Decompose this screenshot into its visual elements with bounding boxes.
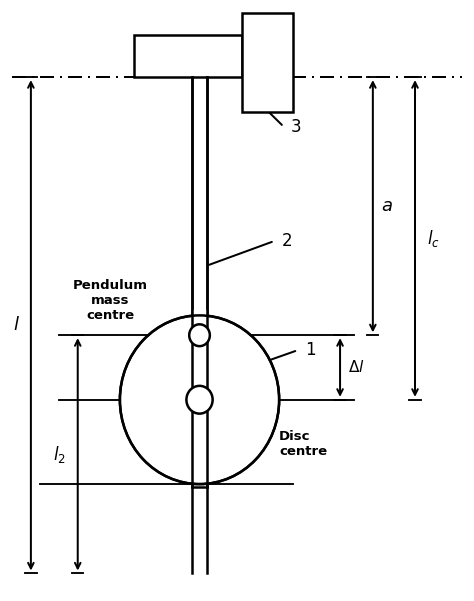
Circle shape — [120, 316, 279, 484]
Bar — [242, 13, 293, 112]
Text: 1: 1 — [305, 341, 316, 359]
Bar — [192, 311, 207, 400]
Text: $l_2$: $l_2$ — [53, 444, 65, 465]
Text: 3: 3 — [291, 118, 301, 136]
Text: $l_c$: $l_c$ — [428, 228, 440, 249]
Text: $l$: $l$ — [13, 316, 20, 334]
Text: Pendulum
mass
centre: Pendulum mass centre — [73, 279, 148, 322]
Text: 2: 2 — [282, 232, 292, 250]
Bar — [134, 35, 242, 77]
Circle shape — [189, 325, 210, 346]
Text: Disc
centre: Disc centre — [279, 430, 327, 459]
Text: $a$: $a$ — [381, 197, 393, 215]
Text: $\Delta l$: $\Delta l$ — [348, 359, 365, 376]
Circle shape — [186, 386, 213, 413]
